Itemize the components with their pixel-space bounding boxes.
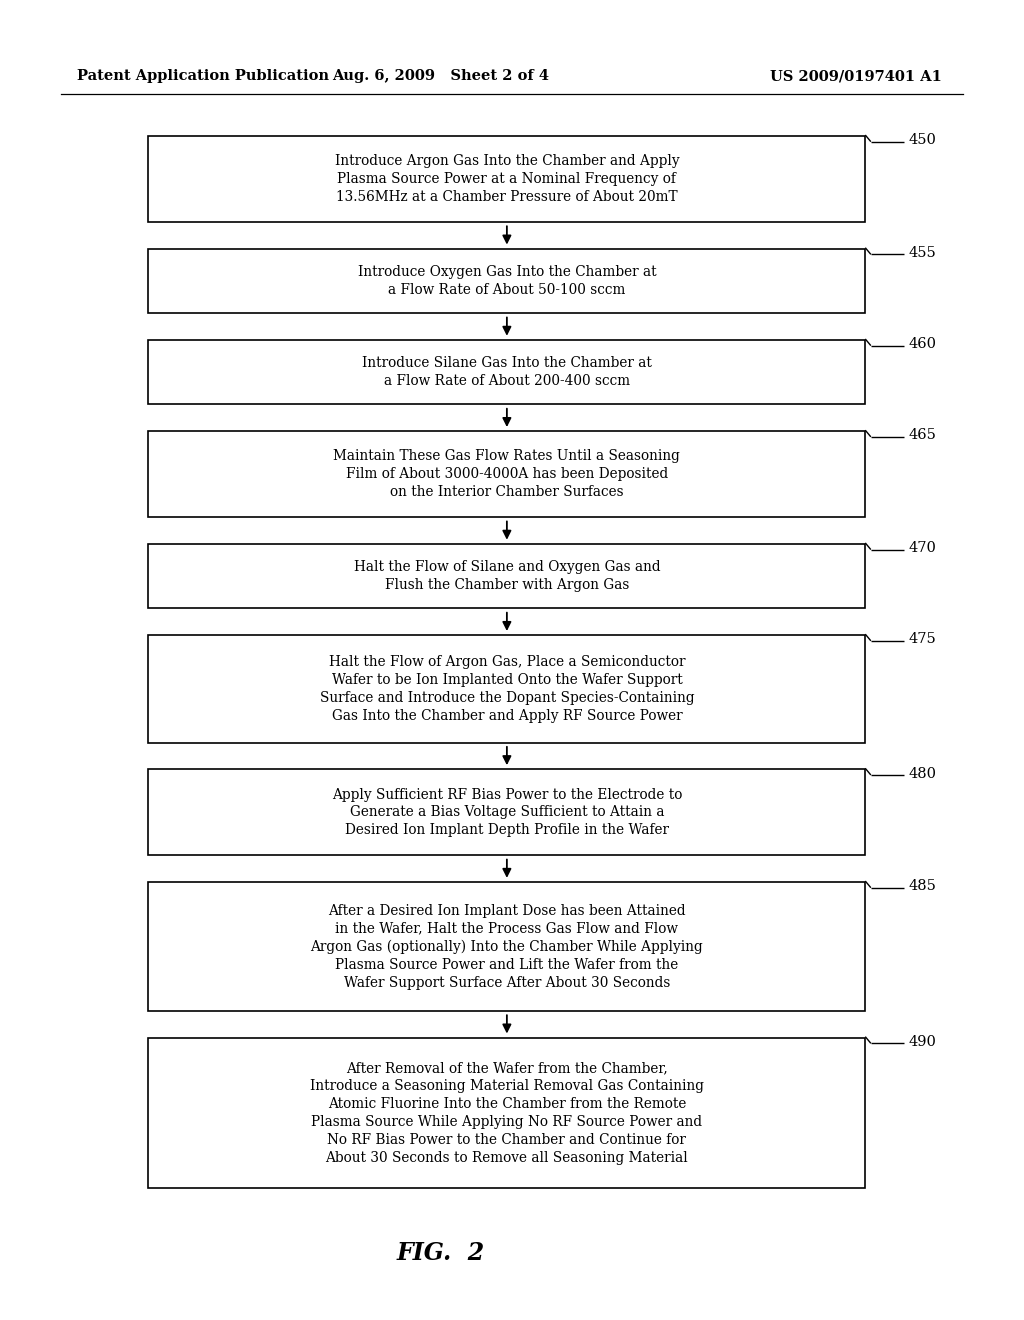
Bar bbox=[148, 432, 865, 517]
Text: Maintain These Gas Flow Rates Until a Seasoning
Film of About 3000-4000A has bee: Maintain These Gas Flow Rates Until a Se… bbox=[334, 449, 680, 499]
Text: Halt the Flow of Argon Gas, Place a Semiconductor
Wafer to be Ion Implanted Onto: Halt the Flow of Argon Gas, Place a Semi… bbox=[319, 655, 694, 722]
Text: 460: 460 bbox=[908, 337, 936, 351]
Text: Patent Application Publication: Patent Application Publication bbox=[77, 70, 329, 83]
Text: Halt the Flow of Silane and Oxygen Gas and
Flush the Chamber with Argon Gas: Halt the Flow of Silane and Oxygen Gas a… bbox=[353, 560, 660, 593]
Text: 450: 450 bbox=[908, 133, 936, 148]
Bar bbox=[148, 770, 865, 855]
Text: 470: 470 bbox=[908, 541, 936, 556]
Bar bbox=[148, 136, 865, 222]
Text: Apply Sufficient RF Bias Power to the Electrode to
Generate a Bias Voltage Suffi: Apply Sufficient RF Bias Power to the El… bbox=[332, 788, 682, 837]
Bar bbox=[148, 544, 865, 609]
Text: Aug. 6, 2009   Sheet 2 of 4: Aug. 6, 2009 Sheet 2 of 4 bbox=[332, 70, 549, 83]
Text: 480: 480 bbox=[908, 767, 936, 780]
Text: After a Desired Ion Implant Dose has been Attained
in the Wafer, Halt the Proces: After a Desired Ion Implant Dose has bee… bbox=[310, 904, 703, 990]
Text: Introduce Oxygen Gas Into the Chamber at
a Flow Rate of About 50-100 sccm: Introduce Oxygen Gas Into the Chamber at… bbox=[357, 265, 656, 297]
Bar bbox=[148, 341, 865, 404]
Text: US 2009/0197401 A1: US 2009/0197401 A1 bbox=[770, 70, 942, 83]
Text: Introduce Silane Gas Into the Chamber at
a Flow Rate of About 200-400 sccm: Introduce Silane Gas Into the Chamber at… bbox=[361, 356, 652, 388]
Bar bbox=[148, 635, 865, 743]
Text: 490: 490 bbox=[908, 1035, 936, 1049]
Bar bbox=[148, 1038, 865, 1188]
Text: 485: 485 bbox=[908, 879, 936, 894]
Bar bbox=[148, 248, 865, 313]
Text: After Removal of the Wafer from the Chamber,
Introduce a Seasoning Material Remo: After Removal of the Wafer from the Cham… bbox=[310, 1061, 703, 1164]
Text: 465: 465 bbox=[908, 429, 936, 442]
Text: 455: 455 bbox=[908, 246, 936, 260]
Text: 475: 475 bbox=[908, 632, 936, 647]
Text: FIG.  2: FIG. 2 bbox=[396, 1241, 484, 1266]
Text: Introduce Argon Gas Into the Chamber and Apply
Plasma Source Power at a Nominal : Introduce Argon Gas Into the Chamber and… bbox=[335, 154, 679, 203]
Bar bbox=[148, 882, 865, 1011]
